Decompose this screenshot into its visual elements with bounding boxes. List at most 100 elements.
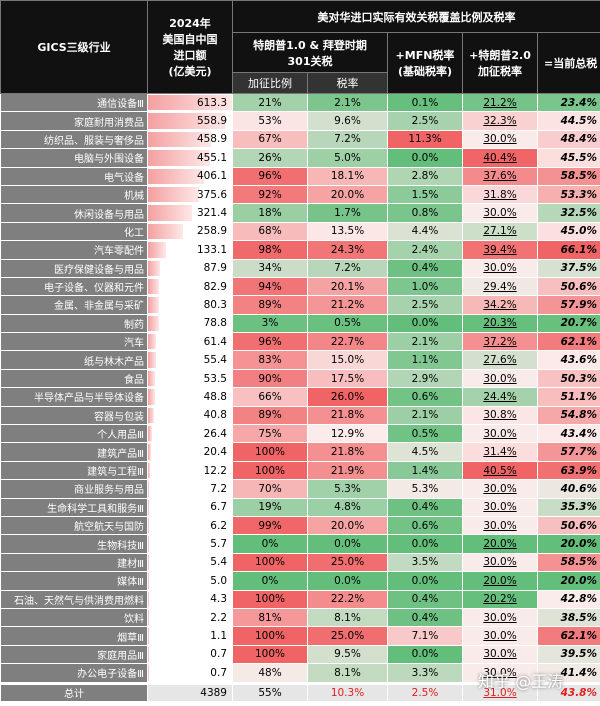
imports-cell: 80.3 <box>147 295 233 315</box>
t2-text: 34.2% <box>483 298 517 311</box>
table-row: 石油、天然气与供消费用燃料 4.3 100% 22.2% 0.4% 20.2% 42.8% <box>0 589 600 609</box>
imports-cell: 133.1 <box>147 240 233 260</box>
imports-cell: 5.0 <box>147 571 233 591</box>
ratio-cell: 100% <box>232 644 308 665</box>
mfn-text: 2.1% <box>411 409 439 422</box>
total-rate-text: 10.3% <box>330 686 365 699</box>
imports-cell: 4.3 <box>147 589 233 609</box>
total-cell: 50.6% <box>536 276 600 297</box>
rate-text: 4.8% <box>334 501 361 514</box>
rate-cell: 0.0% <box>307 534 388 554</box>
ratio-cell: 100% <box>232 589 308 609</box>
ratio-cell: 26% <box>232 148 308 168</box>
import-bar <box>148 352 156 368</box>
mfn-cell: 0.0% <box>387 534 463 554</box>
mfn-cell: 1.0% <box>387 276 463 297</box>
rate-text: 20.1% <box>330 280 365 293</box>
imports-text: 0.7 <box>210 666 227 679</box>
industry-text: 家庭用品Ⅲ <box>97 650 144 662</box>
t2-text: 39.4% <box>483 243 517 256</box>
industry-text: 机械 <box>124 191 144 203</box>
t2-cell: 24.4% <box>462 387 538 407</box>
industry-text: 汽车零配件 <box>94 246 144 258</box>
imports-cell: 20.4 <box>147 442 233 462</box>
table-row: 制药 78.8 3% 0.5% 0.0% 20.3% 20.7% <box>0 313 600 334</box>
ratio-cell: 96% <box>232 332 308 352</box>
total-cell: 35.3% <box>536 497 600 517</box>
t2-cell: 40.5% <box>462 460 538 481</box>
total-t2-text: 31.0% <box>483 686 517 699</box>
rate-cell: 15.0% <box>307 350 388 370</box>
ratio-cell: 34% <box>232 258 308 278</box>
mfn-text: 0.4% <box>411 501 439 514</box>
import-bar <box>148 95 232 111</box>
t2-text: 31.4% <box>483 446 517 459</box>
industry-text: 纺织品、服装与奢侈品 <box>44 135 144 147</box>
total-cell: 63.9% <box>536 460 600 481</box>
total-cell: 62.1% <box>536 332 600 352</box>
import-bar <box>148 113 225 129</box>
import-bar <box>148 591 149 607</box>
industry-text: 电子设备、仪器和元件 <box>44 283 144 295</box>
ratio-text: 100% <box>254 630 286 643</box>
rate-cell: 8.1% <box>307 607 388 628</box>
mfn-cell: 2.9% <box>387 368 463 389</box>
import-bar <box>148 517 149 534</box>
watermark: 知乎 @王涛 <box>478 672 564 691</box>
t2-cell: 30.0% <box>462 515 538 536</box>
t2-text: 30.0% <box>483 262 517 275</box>
rate-text: 25.0% <box>330 630 365 643</box>
rate-cell: 8.1% <box>307 663 388 684</box>
total-text: 39.5% <box>560 648 598 661</box>
total-text: 50.3% <box>560 372 598 385</box>
mfn-cell: 2.5% <box>387 295 463 315</box>
total-cell: 23.4% <box>536 92 600 113</box>
table-row: 媒体Ⅲ 5.0 0% 0.0% 0.0% 20.0% 20.0% <box>0 571 600 591</box>
total-text: 44.5% <box>560 115 598 128</box>
imports-text: 321.4 <box>196 207 227 220</box>
table-row: 通信设备Ⅲ 613.3 21% 2.1% 0.1% 21.2% 23.4% <box>0 92 600 113</box>
industry-cell: 制药 <box>0 313 148 334</box>
ratio-text: 92% <box>258 188 282 201</box>
import-bar <box>148 297 159 313</box>
import-bar <box>148 131 211 148</box>
mfn-text: 4.4% <box>411 225 439 238</box>
rate-cell: 22.2% <box>307 589 388 609</box>
mfn-text: 0.6% <box>411 390 439 403</box>
t2-text: 30.8% <box>483 409 517 422</box>
import-bar <box>148 260 161 276</box>
ratio-text: 48% <box>258 666 282 679</box>
t2-text: 24.4% <box>483 390 517 403</box>
imports-cell: 455.1 <box>147 148 233 168</box>
import-bar <box>148 499 149 515</box>
ratio-text: 81% <box>258 611 282 624</box>
total-cell: 50.6% <box>536 515 600 536</box>
total-cell: 41.4% <box>536 663 600 684</box>
imports-cell: 61.4 <box>147 332 233 352</box>
industry-text: 石油、天然气与供消费用燃料 <box>14 595 144 607</box>
ratio-text: 96% <box>258 335 282 348</box>
ratio-text: 96% <box>258 170 282 183</box>
import-bar <box>148 278 160 295</box>
rate-text: 24.3% <box>330 243 365 256</box>
imports-cell: 558.9 <box>147 111 233 131</box>
industry-cell: 纸与林木产品 <box>0 350 148 370</box>
rate-cell: 17.5% <box>307 368 388 389</box>
mfn-text: 2.8% <box>411 170 439 183</box>
total-cell: 66.1% <box>536 240 600 260</box>
imports-text: 5.7 <box>210 538 227 551</box>
header-ratio: 加征比例 <box>232 72 308 94</box>
mfn-text: 0.4% <box>411 262 439 275</box>
mfn-text: 1.0% <box>411 280 439 293</box>
header-rate: 税率 <box>307 72 388 94</box>
total-cell: 48.4% <box>536 129 600 150</box>
rate-cell: 13.5% <box>307 221 388 242</box>
imports-cell: 258.9 <box>147 221 233 242</box>
table-row: 汽车零配件 133.1 98% 24.3% 2.4% 39.4% 66.1% <box>0 240 600 260</box>
t2-cell: 20.0% <box>462 571 538 591</box>
industry-text: 容器与包装 <box>94 411 144 423</box>
import-bar <box>148 554 149 571</box>
total-text: 20.0% <box>560 538 598 551</box>
t2-cell: 30.0% <box>462 258 538 278</box>
